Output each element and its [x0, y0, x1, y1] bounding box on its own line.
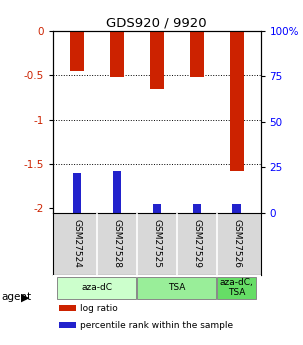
- FancyBboxPatch shape: [57, 277, 136, 298]
- Bar: [59, 322, 76, 328]
- Bar: [110, 31, 124, 77]
- Title: GDS920 / 9920: GDS920 / 9920: [106, 17, 207, 30]
- Bar: [59, 305, 76, 311]
- Text: TSA: TSA: [168, 283, 185, 292]
- Text: GSM27529: GSM27529: [192, 219, 201, 268]
- Text: percentile rank within the sample: percentile rank within the sample: [80, 321, 233, 329]
- Bar: [150, 31, 164, 89]
- FancyBboxPatch shape: [137, 277, 216, 298]
- Bar: [70, 31, 84, 71]
- Text: aza-dC,
TSA: aza-dC, TSA: [220, 278, 254, 297]
- Text: log ratio: log ratio: [80, 304, 118, 313]
- Bar: [113, 171, 121, 213]
- Bar: [232, 204, 241, 213]
- Bar: [230, 31, 244, 171]
- Text: GSM27525: GSM27525: [152, 219, 161, 268]
- Bar: [73, 173, 81, 213]
- Bar: [153, 204, 161, 213]
- Text: aza-dC: aza-dC: [82, 283, 112, 292]
- Text: ▶: ▶: [21, 293, 29, 302]
- Text: GSM27524: GSM27524: [72, 219, 82, 268]
- Text: agent: agent: [2, 293, 32, 302]
- Bar: [190, 31, 204, 77]
- Text: GSM27526: GSM27526: [232, 219, 241, 268]
- Text: GSM27528: GSM27528: [112, 219, 122, 268]
- FancyBboxPatch shape: [217, 277, 256, 298]
- Bar: [192, 204, 201, 213]
